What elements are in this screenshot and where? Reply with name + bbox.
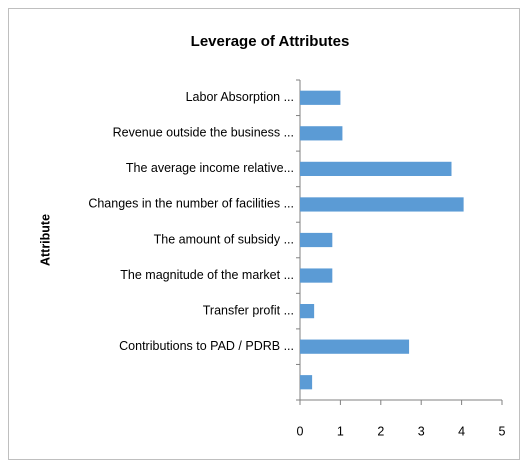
x-tick-label: 2 [377, 424, 384, 438]
y-tick-label: The amount of subsidy ... [154, 232, 294, 246]
x-tick-label: 3 [418, 424, 425, 438]
y-tick-label: Revenue outside the business ... [113, 126, 294, 140]
bar [300, 304, 315, 319]
bar [300, 232, 333, 248]
bar [300, 90, 341, 105]
x-tick-label: 0 [297, 424, 304, 438]
chart-frame [8, 8, 520, 460]
y-tick-label: Changes in the number of facilities ... [88, 197, 294, 211]
x-tick-label: 1 [337, 424, 344, 438]
x-tick-label: 4 [458, 424, 465, 438]
bar [300, 268, 333, 283]
y-tick-label: The average income relative... [126, 161, 294, 175]
bar [300, 197, 464, 212]
y-tick-label: Contributions to PAD / PDRB ... [119, 339, 294, 353]
y-tick-label: The magnitude of the market ... [120, 268, 294, 282]
chart-title: Leverage of Attributes [191, 33, 350, 50]
x-tick-label: 5 [499, 424, 506, 438]
bar [300, 161, 452, 176]
bar [300, 339, 410, 354]
y-axis-title: Attribute [38, 214, 52, 266]
y-tick-label: Transfer profit ... [203, 303, 294, 317]
bar [300, 375, 313, 390]
bar [300, 126, 343, 141]
y-tick-label: Labor Absorption ... [186, 90, 294, 104]
